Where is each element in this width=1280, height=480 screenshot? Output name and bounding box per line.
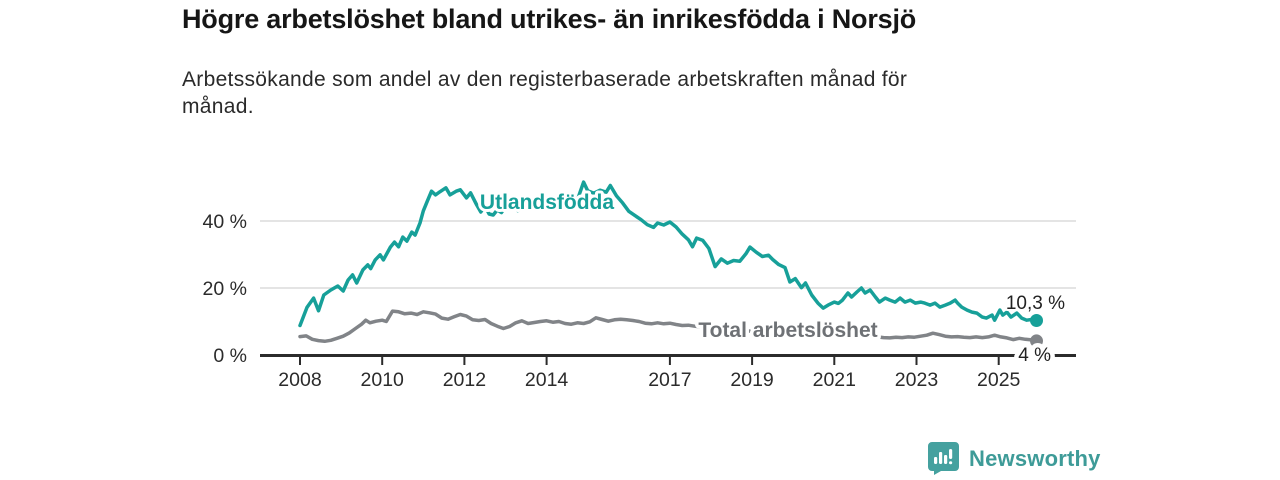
end-dot-1 bbox=[1030, 334, 1044, 348]
x-tick-label: 2019 bbox=[730, 369, 773, 391]
x-tick-label: 2017 bbox=[648, 369, 691, 391]
x-tick-label: 2014 bbox=[525, 369, 569, 391]
y-axis-labels: 0 % 20 % 40 % bbox=[203, 211, 247, 367]
bar-chart-speech-bubble-icon bbox=[928, 442, 959, 475]
series-labels-and-values: Utlandsfödda Total arbetslöshet 10,3 % 4 % bbox=[477, 188, 1067, 371]
chart-annotation: Total arbetslöshet bbox=[698, 319, 877, 342]
series-line-1 bbox=[298, 309, 1039, 344]
y-tick-label: 0 % bbox=[213, 345, 247, 367]
series-line-0 bbox=[298, 180, 1039, 328]
x-tick-label: 2012 bbox=[443, 369, 486, 391]
x-axis bbox=[260, 354, 1076, 365]
chart-subtitle: Arbetssökande som andel av den registerb… bbox=[182, 68, 908, 119]
end-dot-0 bbox=[1030, 313, 1044, 327]
series-lines bbox=[298, 180, 1039, 344]
x-tick-label: 2025 bbox=[977, 369, 1021, 391]
gridlines bbox=[260, 220, 1076, 289]
chart-annotation: Utlandsfödda bbox=[480, 191, 614, 214]
newsworthy-logo-text: Newsworthy bbox=[969, 445, 1101, 471]
series-end-dots bbox=[1030, 313, 1044, 348]
y-tick-label: 40 % bbox=[203, 211, 247, 233]
x-tick-label: 2021 bbox=[813, 369, 856, 391]
newsworthy-logo: Newsworthy bbox=[928, 442, 1101, 475]
chart-annotation: 10,3 % bbox=[1006, 293, 1065, 314]
x-axis-labels: 2008 2010 2012 2014 2017 2019 2021 2023 2025 bbox=[278, 369, 1020, 391]
chart-annotation: 4 % bbox=[1018, 345, 1051, 366]
x-tick-label: 2008 bbox=[278, 369, 321, 391]
page-title: Högre arbetslöshet bland utrikes- än inr… bbox=[182, 4, 917, 34]
y-tick-label: 20 % bbox=[203, 278, 247, 300]
x-tick-label: 2010 bbox=[361, 369, 405, 391]
x-tick-label: 2023 bbox=[895, 369, 938, 391]
